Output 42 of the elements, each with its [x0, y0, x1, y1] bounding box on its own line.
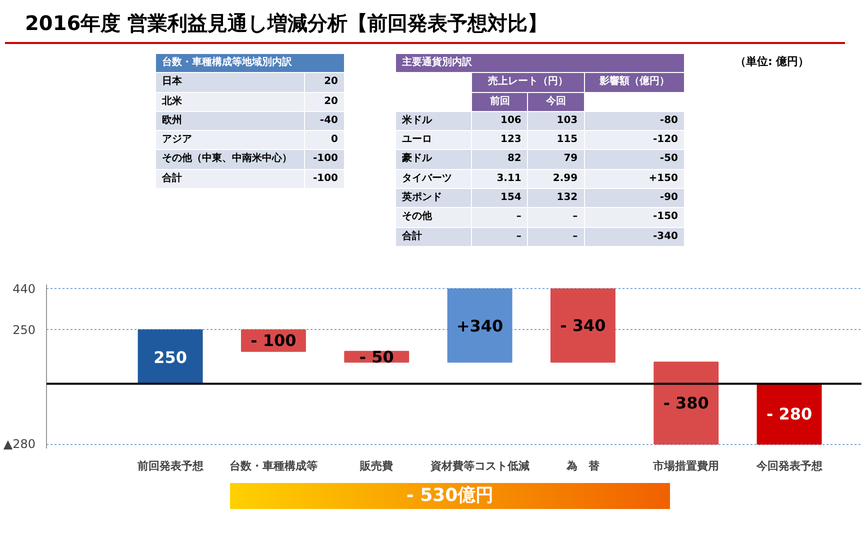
text: 合計 -100: [162, 172, 338, 184]
text: 合計 – – -340: [402, 230, 678, 242]
y-tick-label: 440: [12, 282, 36, 296]
x-tick-label: 為 替: [565, 460, 600, 472]
data-label: - 100: [250, 331, 296, 350]
bar: [654, 362, 719, 445]
bar: [550, 288, 616, 363]
text: - 530億円: [230, 483, 670, 509]
text: アジア 0: [162, 134, 338, 146]
text: 前回 今回: [490, 96, 566, 107]
text: 豪ドル 82 79 -50: [402, 153, 678, 164]
x-tick-label: 台数・車種構成等: [229, 460, 318, 472]
data-label: 250: [154, 348, 188, 367]
data-label: - 50: [359, 347, 394, 366]
text: 売上レート（円） 影響額（億円）: [488, 76, 670, 88]
text: タイバーツ 3.11 2.99 +150: [402, 172, 678, 184]
data-label: - 380: [663, 394, 709, 413]
data-label: +340: [456, 316, 504, 336]
text: その他（中東、中南米中心） -100: [162, 153, 338, 164]
text: 日本 20: [162, 76, 338, 88]
x-tick-label: 販売費: [359, 460, 394, 472]
x-tick-label: 前回発表予想: [136, 460, 204, 472]
data-label: - 340: [560, 316, 606, 335]
x-tick-label: 市場措置費用: [652, 460, 720, 472]
chart-title: 2016年度 営業利益見通し増減分析【前回発表予想対比】: [5, 5, 845, 44]
text: 主要通貨別内訳: [396, 54, 684, 73]
data-label: - 280: [766, 404, 812, 424]
x-tick-label: 資材費等コスト低減: [429, 460, 530, 472]
text: 台数・車種構成等地域別内訳: [156, 54, 344, 73]
text: 北米 20: [162, 96, 338, 107]
text: その他 – – -150: [402, 211, 678, 222]
text: 米ドル 106 103 -80: [402, 114, 678, 126]
text: （単位: 億円）: [735, 54, 810, 70]
y-tick-label: 250: [12, 322, 36, 337]
bar: [447, 288, 512, 363]
bar: [138, 329, 203, 384]
x-tick-label: 今回発表予想: [755, 460, 824, 472]
text: 英ポンド 154 132 -90: [402, 192, 678, 203]
text: ユーロ 123 115 -120: [402, 134, 678, 146]
bar: [756, 383, 822, 445]
y-tick-label: ▲280: [3, 437, 36, 452]
text: 欧州 -40: [162, 114, 338, 126]
